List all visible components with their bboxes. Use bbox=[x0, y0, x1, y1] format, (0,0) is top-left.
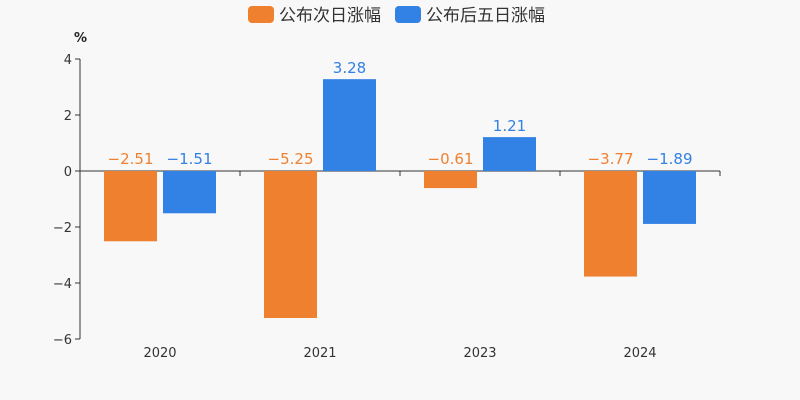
data-label-series-2: −1.51 bbox=[167, 150, 213, 168]
bar-series-2 bbox=[163, 171, 216, 214]
bar-series-2 bbox=[483, 137, 536, 171]
y-tick-label: −4 bbox=[53, 277, 72, 292]
bar-series-2 bbox=[323, 79, 376, 171]
y-tick-label: −2 bbox=[53, 221, 72, 236]
x-tick-label: 2020 bbox=[143, 346, 176, 361]
y-axis-unit: % bbox=[74, 31, 87, 46]
legend-label-series-2: 公布后五日涨幅 bbox=[426, 6, 545, 26]
bar-series-1 bbox=[264, 171, 317, 318]
legend: 公布次日涨幅 公布后五日涨幅 bbox=[248, 6, 545, 26]
data-label-series-2: −1.89 bbox=[647, 150, 693, 168]
plot-area: 4 2 0 −2 −4 −6 2020 −2.51 −1.51 2021 −5.25 3.28 2023… bbox=[53, 53, 721, 361]
data-label-series-1: −5.25 bbox=[268, 150, 314, 168]
data-label-series-2: 1.21 bbox=[493, 117, 526, 135]
y-tick-label: −6 bbox=[53, 333, 72, 348]
legend-swatch-series-1 bbox=[248, 6, 274, 23]
data-label-series-1: −3.77 bbox=[588, 150, 634, 168]
bar-series-2 bbox=[643, 171, 696, 224]
x-tick-label: 2023 bbox=[463, 346, 496, 361]
legend-label-series-1: 公布次日涨幅 bbox=[279, 6, 381, 26]
data-label-series-1: −2.51 bbox=[108, 150, 154, 168]
bar-series-1 bbox=[584, 171, 637, 277]
bar-series-1 bbox=[104, 171, 157, 242]
bar-series-1 bbox=[424, 171, 477, 189]
legend-swatch-series-2 bbox=[395, 6, 421, 23]
y-tick-label: 2 bbox=[64, 109, 72, 124]
x-tick-label: 2021 bbox=[303, 346, 336, 361]
y-tick-label: 4 bbox=[64, 53, 72, 68]
data-label-series-1: −0.61 bbox=[428, 150, 474, 168]
data-label-series-2: 3.28 bbox=[333, 59, 366, 77]
x-tick-label: 2024 bbox=[623, 346, 656, 361]
y-tick-label: 0 bbox=[64, 165, 72, 180]
